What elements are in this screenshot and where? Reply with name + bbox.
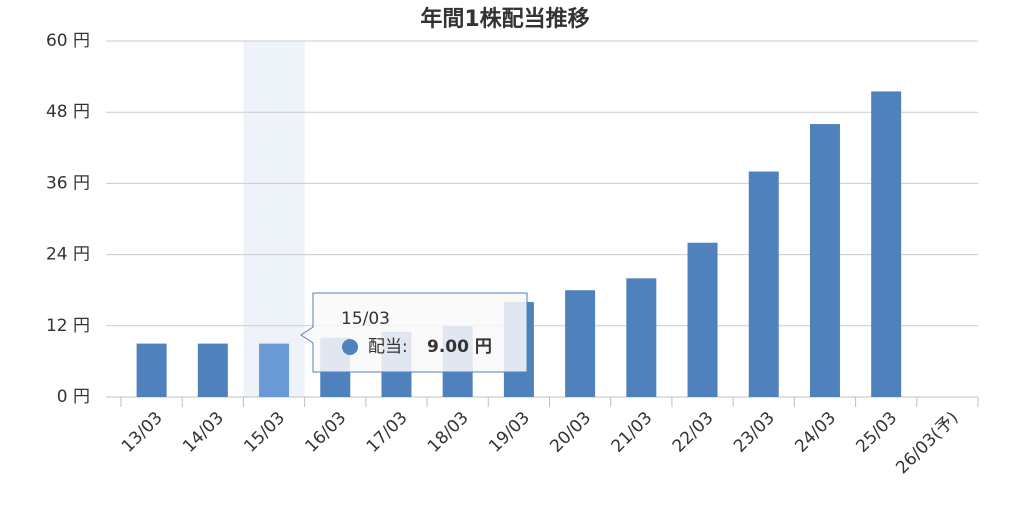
- x-tick-label: 17/03: [363, 408, 412, 457]
- bar: [748, 171, 779, 397]
- x-tick-label: 22/03: [669, 408, 718, 457]
- bar: [687, 242, 718, 397]
- bar: [259, 343, 290, 397]
- tooltip: 15/03 配当: 9.00 円: [300, 292, 528, 373]
- y-tick-label: 60 円: [46, 31, 90, 51]
- bar: [197, 343, 228, 397]
- tooltip-category: 15/03: [341, 309, 390, 329]
- y-tick-label: 48 円: [46, 102, 90, 122]
- tooltip-value: 9.00 円: [427, 337, 492, 357]
- hover-band: [243, 41, 305, 397]
- y-tick-label: 0 円: [57, 387, 90, 407]
- x-tick-label: 14/03: [179, 408, 228, 457]
- x-tick-label: 24/03: [791, 408, 840, 457]
- tooltip-label: 配当:: [368, 337, 408, 357]
- x-tick-label: 23/03: [730, 408, 779, 457]
- bar: [871, 91, 902, 397]
- bar: [136, 343, 167, 397]
- bar: [626, 278, 657, 397]
- y-tick-label: 24 円: [46, 245, 90, 265]
- bar: [809, 124, 840, 398]
- x-tick-label: 20/03: [546, 408, 595, 457]
- y-tick-label: 36 円: [46, 173, 90, 193]
- x-tick-label: 15/03: [240, 408, 289, 457]
- y-tick-label: 12 円: [46, 316, 90, 336]
- x-tick-label: 18/03: [424, 408, 473, 457]
- x-tick-label: 26/03(予): [892, 408, 962, 478]
- x-tick-label: 21/03: [608, 408, 657, 457]
- x-tick-label: 25/03: [852, 408, 901, 457]
- tooltip-marker: [342, 339, 358, 355]
- x-tick-label: 19/03: [485, 408, 534, 457]
- tooltip-box: [300, 292, 528, 373]
- chart-title: 年間1株配当推移: [420, 6, 589, 32]
- bar: [565, 290, 596, 397]
- x-tick-label: 16/03: [302, 408, 351, 457]
- x-tick-label: 13/03: [118, 408, 167, 457]
